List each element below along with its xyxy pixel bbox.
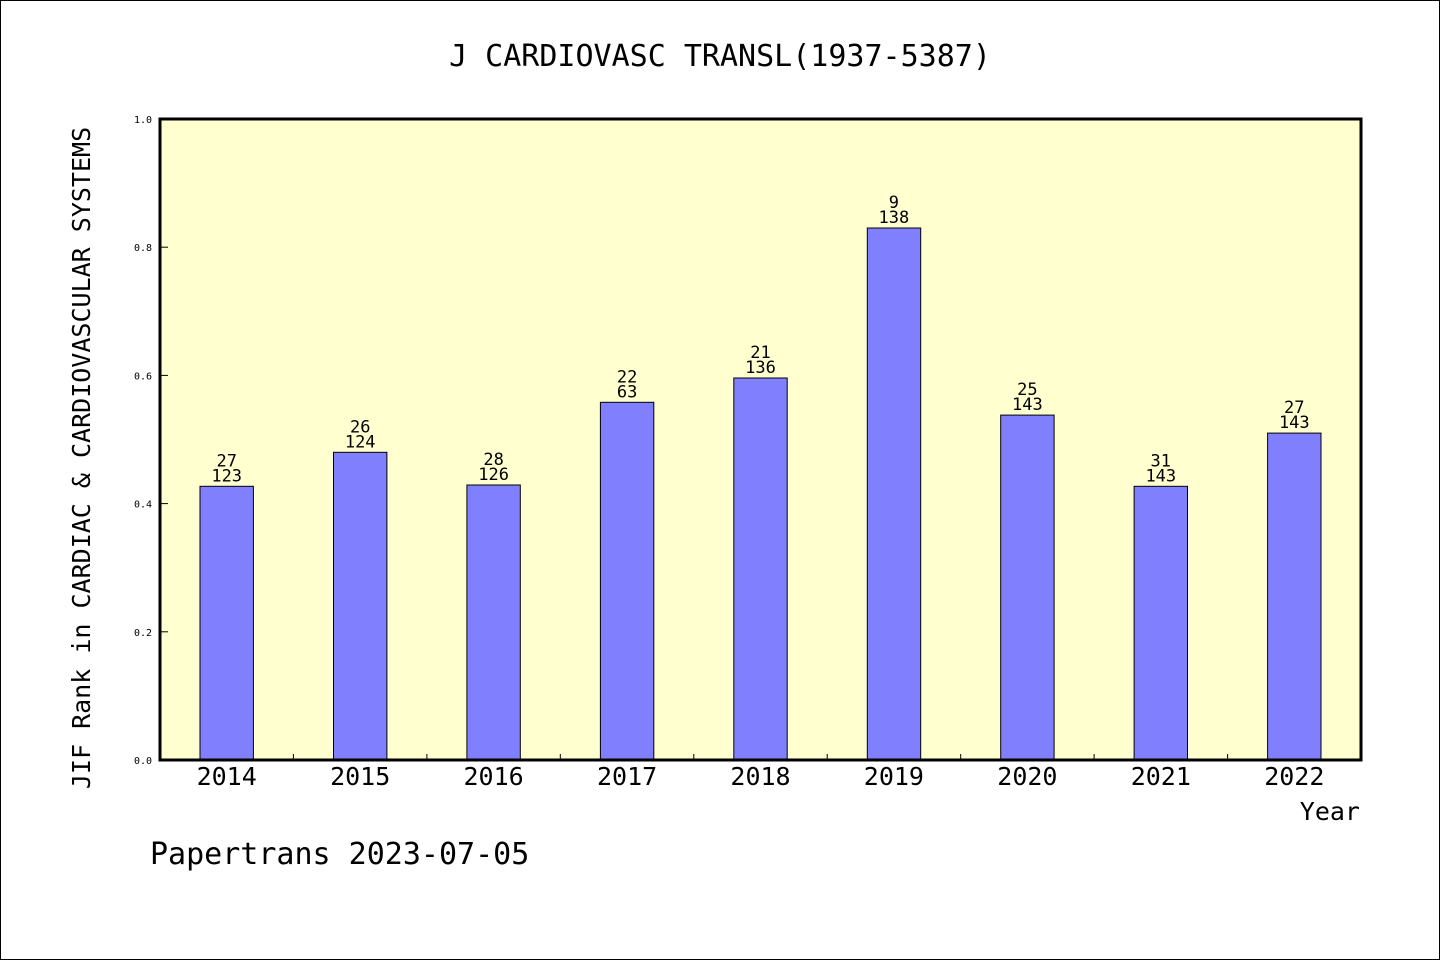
x-axis-label: Year bbox=[1300, 797, 1360, 826]
bar-2015 bbox=[333, 451, 388, 761]
bars-group bbox=[199, 227, 1322, 761]
bar-total-label: 143 bbox=[1279, 413, 1310, 433]
x-tick-label: 2014 bbox=[197, 762, 257, 791]
bar-total-label: 136 bbox=[745, 358, 776, 378]
bar-2014 bbox=[199, 485, 254, 761]
x-tick-label: 2021 bbox=[1131, 762, 1191, 791]
y-tick-label: 0.8 bbox=[134, 243, 152, 254]
bar-2018 bbox=[733, 377, 788, 761]
y-tick-label: 0.4 bbox=[134, 500, 152, 511]
y-tick-label: 0.6 bbox=[134, 371, 152, 382]
footer-credit: Papertrans 2023-07-05 bbox=[150, 837, 529, 872]
y-tick-label: 1.0 bbox=[134, 115, 152, 126]
x-axis-ticks: 2014 2015 2016 2017 2018 2019 2020 2021 2022 bbox=[197, 754, 1324, 791]
bar-rank-label: 26 bbox=[350, 417, 370, 437]
y-tick-label: 0.2 bbox=[134, 628, 152, 639]
chart-title: J CARDIOVASC TRANSL(1937-5387) bbox=[449, 39, 991, 74]
bar-total-label: 123 bbox=[211, 466, 242, 486]
bar-labels-group: 2712326124281262263211369138251433114327… bbox=[211, 193, 1309, 486]
x-tick-label: 2015 bbox=[330, 762, 390, 791]
bar-total-label: 124 bbox=[345, 432, 376, 452]
bar-rank-label: 9 bbox=[889, 193, 899, 213]
x-tick-label: 2017 bbox=[597, 762, 657, 791]
bar-total-label: 126 bbox=[478, 465, 509, 485]
x-tick-label: 2019 bbox=[864, 762, 924, 791]
bar-2022 bbox=[1267, 432, 1322, 761]
bar-2020 bbox=[1000, 414, 1055, 761]
bar-rank-label: 21 bbox=[750, 343, 770, 363]
bar-rank-label: 28 bbox=[483, 450, 503, 470]
bar-rank-label: 22 bbox=[617, 367, 637, 387]
x-tick-label: 2022 bbox=[1264, 762, 1324, 791]
bar-total-label: 143 bbox=[1012, 395, 1043, 415]
x-tick-label: 2020 bbox=[997, 762, 1057, 791]
bar-rank-label: 27 bbox=[216, 451, 236, 471]
bar-total-label: 143 bbox=[1145, 466, 1176, 486]
bar-2016 bbox=[466, 484, 521, 761]
y-axis-label: JIF Rank in CARDIAC & CARDIOVASCULAR SYS… bbox=[67, 127, 96, 789]
x-tick-label: 2016 bbox=[463, 762, 523, 791]
y-tick-label: 0.0 bbox=[134, 756, 152, 767]
bar-rank-label: 25 bbox=[1017, 380, 1037, 400]
x-tick-label: 2018 bbox=[730, 762, 790, 791]
plot-border bbox=[158, 117, 1363, 762]
bar-2019 bbox=[866, 227, 922, 761]
bar-2021 bbox=[1133, 485, 1188, 761]
bar-total-label: 63 bbox=[617, 382, 637, 402]
bar-2017 bbox=[599, 401, 655, 761]
bar-rank-label: 27 bbox=[1284, 398, 1304, 418]
bar-total-label: 138 bbox=[879, 208, 910, 228]
bar-rank-label: 31 bbox=[1151, 451, 1171, 471]
